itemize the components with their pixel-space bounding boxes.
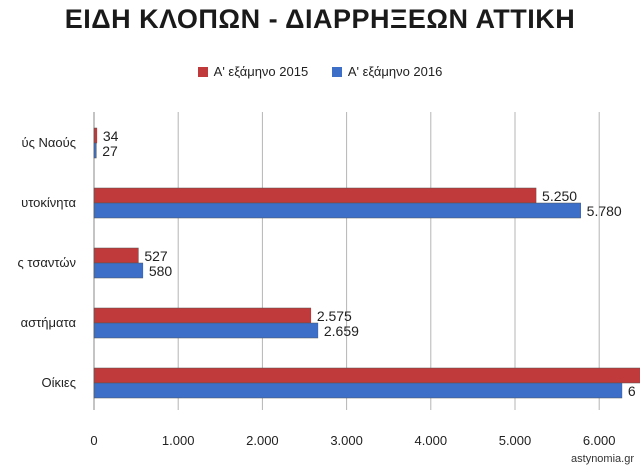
bar-2016 [93, 322, 319, 339]
legend-label-2016: Α' εξάμηνο 2016 [347, 64, 443, 79]
x-tick-label: 1.000 [162, 433, 195, 448]
legend-swatch-2016 [331, 66, 342, 77]
bar-2015 [93, 367, 640, 384]
data-label: 5.780 [587, 203, 622, 219]
data-label: 580 [149, 263, 173, 279]
x-tick-label: 0 [90, 433, 97, 448]
legend-item-2016: Α' εξάμηνο 2016 [331, 64, 443, 79]
bar-2015 [93, 187, 537, 204]
bar-2016 [93, 382, 623, 399]
x-tick-label: 6.000 [583, 433, 616, 448]
category-label: αστήματα [21, 315, 77, 330]
bar-2016 [93, 262, 144, 279]
data-label: 2.575 [317, 308, 352, 324]
chart-legend: Α' εξάμηνο 2015 Α' εξάμηνο 2016 [0, 64, 640, 80]
x-tick-label: 4.000 [415, 433, 448, 448]
legend-label-2015: Α' εξάμηνο 2015 [213, 64, 309, 79]
x-tick-label: 2.000 [246, 433, 279, 448]
data-label: 527 [144, 248, 168, 264]
category-label: ύς Ναούς [22, 135, 77, 150]
data-label: 27 [102, 143, 118, 159]
x-tick-label: 5.000 [499, 433, 532, 448]
bar-2015 [93, 127, 98, 144]
data-label: 5.250 [542, 188, 577, 204]
watermark: astynomia.gr [571, 453, 634, 465]
bar-2015 [93, 247, 139, 264]
data-label: 6 [628, 383, 636, 399]
legend-swatch-2015 [197, 66, 208, 77]
legend-item-2015: Α' εξάμηνο 2015 [197, 64, 309, 79]
bar-2016 [93, 202, 581, 219]
data-label: 2.659 [324, 323, 359, 339]
category-label: Οίκιες [42, 375, 76, 390]
x-tick-label: 3.000 [330, 433, 363, 448]
bar-2015 [93, 307, 312, 324]
bar-2016 [93, 142, 97, 159]
data-label: 34 [103, 128, 119, 144]
category-label: ς τσαντών [18, 255, 76, 270]
chart-title: ΕΙΔΗ ΚΛΟΠΩΝ - ΔΙΑΡΡΗΞΕΩΝ ΑΤΤΙΚΗ [64, 4, 576, 34]
category-label: υτοκίνητα [21, 195, 76, 210]
